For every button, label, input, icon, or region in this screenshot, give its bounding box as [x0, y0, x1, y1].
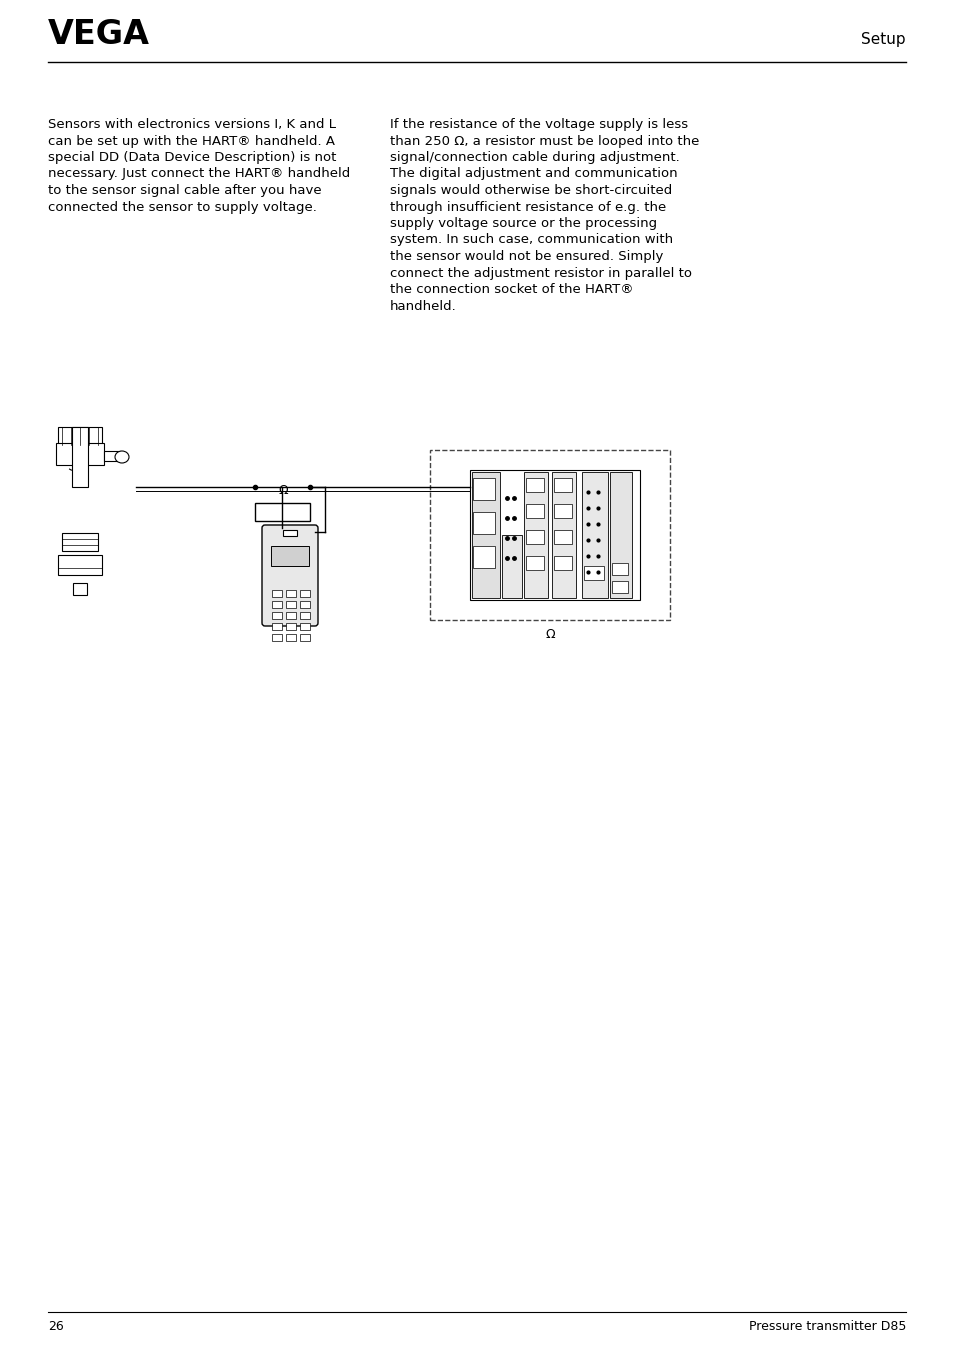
- Bar: [299, 612, 310, 619]
- Text: connected the sensor to supply voltage.: connected the sensor to supply voltage.: [48, 200, 316, 214]
- Bar: [472, 472, 499, 598]
- Text: Pressure transmitter D85: Pressure transmitter D85: [748, 1320, 905, 1333]
- Bar: [272, 623, 282, 630]
- Bar: [554, 479, 572, 492]
- Bar: [299, 589, 310, 598]
- Bar: [286, 602, 295, 608]
- Text: supply voltage source or the processing: supply voltage source or the processing: [390, 218, 657, 230]
- FancyBboxPatch shape: [262, 525, 317, 626]
- Bar: [612, 581, 627, 594]
- Bar: [299, 602, 310, 608]
- Bar: [523, 472, 547, 598]
- Bar: [581, 472, 607, 598]
- Bar: [612, 562, 627, 575]
- Text: system. In such case, communication with: system. In such case, communication with: [390, 234, 673, 246]
- Text: Sensors with electronics versions I, K and L: Sensors with electronics versions I, K a…: [48, 118, 335, 131]
- Bar: [299, 634, 310, 641]
- Bar: [286, 589, 295, 598]
- Bar: [473, 512, 495, 534]
- Bar: [552, 472, 576, 598]
- Bar: [272, 612, 282, 619]
- Text: The digital adjustment and communication: The digital adjustment and communication: [390, 168, 677, 181]
- Bar: [254, 503, 310, 521]
- FancyBboxPatch shape: [58, 556, 102, 575]
- Text: to the sensor signal cable after you have: to the sensor signal cable after you hav…: [48, 184, 321, 197]
- Bar: [272, 602, 282, 608]
- Bar: [271, 546, 309, 566]
- Bar: [525, 556, 543, 571]
- Text: connect the adjustment resistor in parallel to: connect the adjustment resistor in paral…: [390, 266, 691, 280]
- Bar: [56, 443, 104, 465]
- Bar: [554, 530, 572, 544]
- Text: signals would otherwise be short-circuited: signals would otherwise be short-circuit…: [390, 184, 672, 197]
- Bar: [609, 472, 631, 598]
- Text: Setup: Setup: [861, 32, 905, 47]
- Text: If the resistance of the voltage supply is less: If the resistance of the voltage supply …: [390, 118, 687, 131]
- Bar: [272, 589, 282, 598]
- Text: necessary. Just connect the HART® handheld: necessary. Just connect the HART® handhe…: [48, 168, 350, 181]
- Bar: [286, 623, 295, 630]
- Text: Ω: Ω: [544, 627, 555, 641]
- Bar: [525, 504, 543, 518]
- Bar: [554, 556, 572, 571]
- Bar: [430, 450, 669, 621]
- Bar: [501, 535, 521, 598]
- Text: Ω: Ω: [278, 484, 288, 498]
- Bar: [525, 530, 543, 544]
- Bar: [583, 566, 603, 580]
- Ellipse shape: [115, 452, 129, 462]
- Bar: [473, 479, 495, 500]
- Text: VEGA: VEGA: [48, 18, 150, 51]
- Bar: [299, 623, 310, 630]
- FancyBboxPatch shape: [62, 533, 98, 552]
- Text: the sensor would not be ensured. Simply: the sensor would not be ensured. Simply: [390, 250, 662, 264]
- Text: handheld.: handheld.: [390, 300, 456, 312]
- Text: through insufficient resistance of e.g. the: through insufficient resistance of e.g. …: [390, 200, 665, 214]
- Bar: [473, 546, 495, 568]
- Text: the connection socket of the HART®: the connection socket of the HART®: [390, 283, 633, 296]
- Bar: [71, 427, 88, 487]
- Bar: [58, 427, 102, 445]
- Bar: [73, 583, 87, 595]
- Bar: [286, 612, 295, 619]
- Text: special DD (Data Device Description) is not: special DD (Data Device Description) is …: [48, 151, 336, 164]
- Bar: [272, 634, 282, 641]
- Text: can be set up with the HART® handheld. A: can be set up with the HART® handheld. A: [48, 134, 335, 147]
- Bar: [283, 530, 296, 535]
- Text: signal/connection cable during adjustment.: signal/connection cable during adjustmen…: [390, 151, 679, 164]
- Bar: [104, 452, 122, 461]
- Bar: [286, 634, 295, 641]
- Text: 26: 26: [48, 1320, 64, 1333]
- Bar: [525, 479, 543, 492]
- Bar: [470, 470, 639, 600]
- Text: than 250 Ω, a resistor must be looped into the: than 250 Ω, a resistor must be looped in…: [390, 134, 699, 147]
- Bar: [554, 504, 572, 518]
